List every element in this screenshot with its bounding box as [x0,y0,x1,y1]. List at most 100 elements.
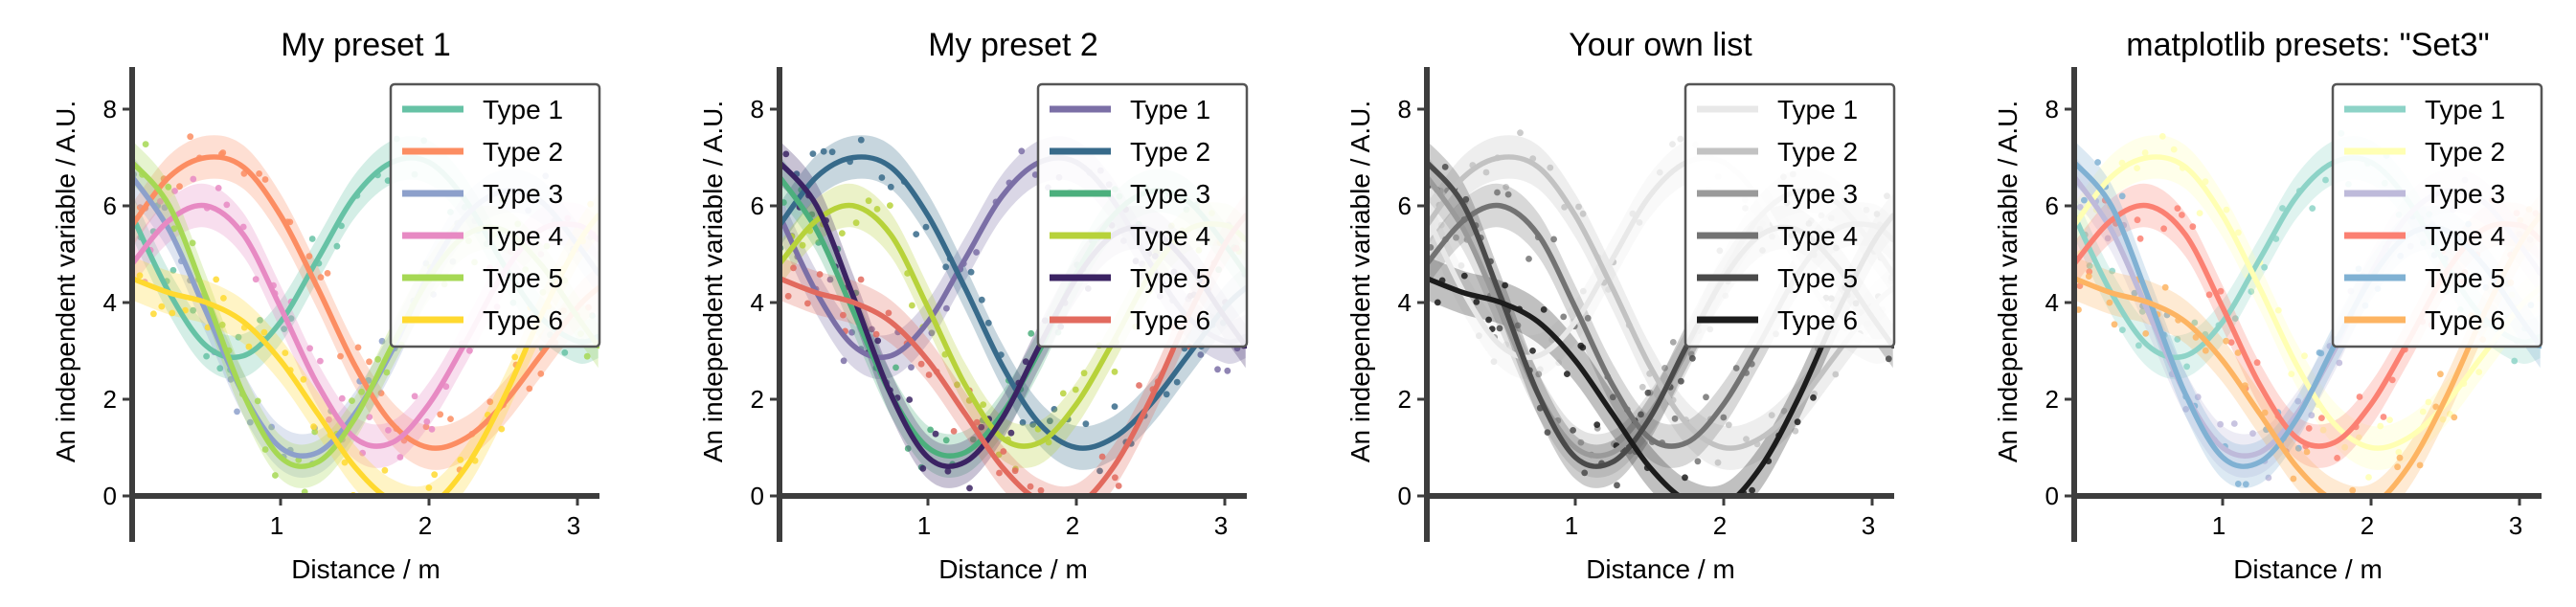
scatter-point [996,469,1003,477]
scatter-point [359,449,366,457]
scatter-point [245,343,253,350]
legend-entry: Type 3 [1130,179,1210,209]
scatter-point [2261,263,2268,271]
scatter-point [820,147,827,155]
confidence-band [1427,155,1893,478]
y-tick-label: 2 [1398,385,1412,414]
scatter-point [169,266,177,274]
scatter-point [2234,349,2242,356]
scatter-point [2308,412,2316,419]
scatter-point [234,408,240,416]
scatter-point [2396,454,2404,461]
scatter-point [1047,417,1053,425]
scatter-point [150,310,157,318]
scatter-point [1669,339,1677,346]
scatter-point [1115,483,1122,489]
scatter-point [2290,475,2297,483]
scatter-point [204,324,212,331]
scatter-point [2394,463,2401,471]
scatter-point [220,295,227,302]
scatter-point [1547,164,1554,171]
scatter-point [2179,212,2185,218]
scatter-point [872,330,880,338]
legend-entry: Type 5 [2425,263,2505,293]
scatter-point [261,446,269,453]
scatter-point [1579,210,1587,217]
scatter-point [246,418,254,426]
scatter-point [1703,393,1709,401]
scatter-point [254,397,261,405]
scatter-point [223,201,231,209]
scatter-point [1111,368,1119,375]
scatter-point [1496,325,1503,332]
y-tick-label: 4 [1398,288,1412,317]
scatter-point [2288,371,2295,377]
scatter-point [857,276,865,283]
scatter-point [235,333,242,341]
scatter-point [852,219,860,227]
scatter-point [333,242,341,250]
scatter-point [942,263,950,271]
scatter-point [268,423,275,431]
scatter-point [984,319,992,326]
scatter-point [537,371,545,377]
scatter-point [373,512,380,519]
scatter-point [2094,159,2101,166]
scatter-point [337,352,344,360]
scatter-point [2234,481,2242,487]
scatter-point [215,185,222,191]
scatter-point [1037,486,1045,494]
scatter-point [2335,506,2341,512]
scatter-point [1460,272,1468,280]
scatter-point [466,347,473,354]
y-tick-label: 6 [751,191,764,220]
scatter-point [928,329,936,337]
scatter-point [1434,299,1441,306]
scatter-point [865,197,872,205]
legend-entry: Type 6 [483,305,563,335]
scatter-point [1504,191,1512,198]
scatter-point [1579,287,1587,295]
scatter-point [286,218,294,226]
scatter-point [1019,418,1027,426]
x-axis-label: Distance / m [1586,554,1735,584]
scatter-point [1098,453,1106,461]
scatter-point [1885,355,1892,363]
scatter-point [2322,176,2329,184]
scatter-point [1462,195,1470,203]
scatter-point [447,416,454,422]
scatter-point [2138,308,2146,315]
plot-area [2074,129,2542,519]
scatter-point [189,239,196,247]
scatter-point [1560,313,1568,321]
scatter-point [2253,359,2261,367]
legend-entry: Type 2 [483,137,563,167]
scatter-point [885,309,893,317]
scatter-point [431,471,439,479]
scatter-point [2217,420,2224,428]
y-axis-label: An independent variable / A.U. [1345,101,1375,462]
legend-entry: Type 2 [1130,137,1210,167]
confidence-band [2074,183,2541,468]
x-tick-label: 3 [1862,511,1875,540]
legend: Type 1 Type 2 Type 3 Type 4 Type 5 Type 6 [1683,82,1896,348]
scatter-point [904,445,912,452]
scatter-point [2336,359,2343,367]
scatter-point [218,321,226,328]
scatter-point [526,385,533,393]
scatter-point [2227,339,2235,346]
confidence-band [1427,183,1893,468]
y-tick-label: 0 [2045,482,2059,510]
scatter-point [2316,512,2323,519]
scatter-point [857,136,865,144]
legend-entry: Type 4 [1130,221,1210,251]
scatter-point [1743,436,1750,442]
scatter-point [2377,422,2384,430]
y-axis-label: An independent variable / A.U. [1993,101,2022,462]
scatter-point [169,309,176,317]
y-tick-label: 0 [103,482,117,510]
scatter-point [2248,288,2255,295]
scatter-point [980,401,987,408]
scatter-point [1000,448,1007,455]
scatter-point [1453,234,1459,241]
